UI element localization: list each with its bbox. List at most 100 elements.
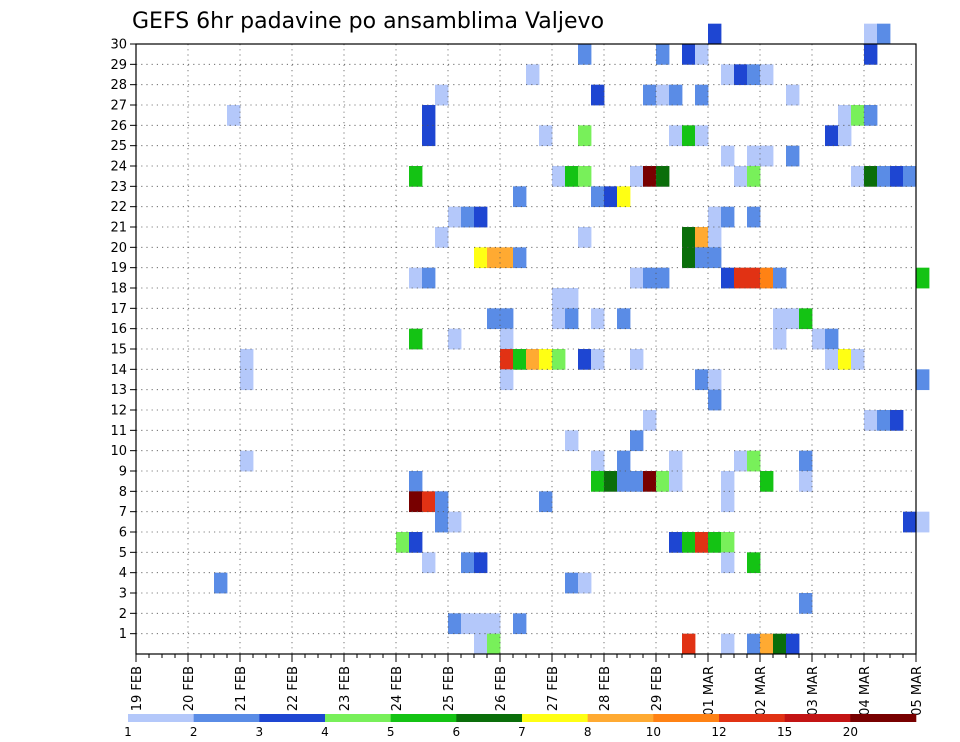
heatmap-cell [669,125,683,147]
y-tick-label: 29 [110,58,127,73]
heatmap-cell [643,267,657,289]
heatmap-cell [903,166,917,187]
x-tick-label: 05 MAR [910,666,925,716]
colorbar-swatch [587,714,654,722]
heatmap-cell [773,328,787,350]
heatmap-cell [448,328,462,350]
y-tick-label: 14 [110,363,127,378]
heatmap-cell [630,166,644,187]
heatmap-cell [448,511,462,533]
colorbar-tick-label: 2 [190,725,198,739]
y-tick-label: 4 [119,566,127,581]
heatmap-cell [721,633,735,655]
x-tick-label: 20 FEB [182,666,197,711]
grid-lines [136,44,916,654]
heatmap-cell [760,471,774,492]
heatmap-cell [526,349,540,370]
heatmap-cell [747,633,761,655]
heatmap-cell [812,328,826,350]
heatmap-cell [240,369,254,391]
heatmap-cell [708,389,722,411]
heatmap-cell [916,369,930,391]
x-tick-label: 21 FEB [234,666,249,711]
heatmap-cell [461,552,475,574]
heatmap-cell [838,125,852,147]
heatmap-cell [409,328,423,350]
y-tick-label: 8 [119,485,127,500]
heatmap-cell [825,349,839,370]
heatmap-cell [799,308,813,330]
heatmap-cell [721,206,735,228]
heatmap-cell [877,410,891,431]
heatmap-cell [591,450,605,472]
heatmap-cell [591,349,605,370]
heatmap-cell [474,633,488,655]
heatmap-cell [786,308,800,330]
heatmap-cell [500,308,514,330]
x-axis: 19 FEB 20 FEB 21 FEB 22 FEB 23 FEB 24 FEB 25 F… [130,654,925,716]
heatmap-cell [721,491,735,513]
heatmap-cell [656,166,670,187]
heatmap-cell [643,410,657,431]
heatmap-cell [487,633,501,655]
heatmap-cell [760,633,774,655]
heatmap-cell [838,105,852,126]
heatmap-cell [396,532,410,553]
heatmap-cell [773,633,787,655]
heatmap-cell [604,471,618,492]
heatmap-cell [799,450,813,472]
heatmap-cell [721,64,735,86]
colorbar-swatch [522,714,588,722]
heatmap-cell [799,593,813,614]
heatmap-cell [695,369,709,391]
colorbar-swatch [850,714,917,722]
heatmap-cell [695,532,709,553]
heatmap-cell [916,511,930,533]
heatmap-cell [500,349,514,370]
x-tick-label: 01 MAR [702,666,717,716]
y-tick-label: 26 [110,119,127,134]
heatmap-cell [760,267,774,289]
colorbar-swatch [325,714,391,722]
heatmap-cell [669,84,683,106]
heatmap-cell [669,532,683,553]
y-tick-label: 10 [110,444,127,459]
heatmap-cell [487,308,501,330]
heatmap-cell [565,288,579,309]
heatmap-cell [487,247,501,269]
heatmap-cell [643,471,657,492]
x-tick-label: 03 MAR [806,666,821,716]
heatmap-cell [630,267,644,289]
heatmap-cell [682,532,696,553]
heatmap-cell [708,532,722,553]
heatmap-cell [656,84,670,106]
heatmap-cell [682,247,696,269]
heatmap-cell [916,267,930,289]
heatmap-cell [747,552,761,574]
heatmap-cell [786,84,800,106]
y-tick-label: 5 [119,546,127,561]
colorbar-swatch [193,714,260,722]
heatmap-cell [864,105,878,126]
heatmap-cell [578,572,592,594]
heatmap-cell [682,633,696,655]
y-tick-label: 20 [110,241,127,256]
heatmap-cell [851,105,865,126]
heatmap-cell [734,450,748,472]
heatmap-cell [474,206,488,228]
heatmap-cell [591,186,605,208]
heatmap-cell [552,308,566,330]
heatmap-cell [747,166,761,187]
x-tick-label: 28 FEB [598,666,613,711]
heatmap-cell [630,349,644,370]
heatmap-cell [890,166,904,187]
heatmap-cell [409,267,423,289]
colorbar-swatch [128,714,194,722]
heatmap-cell [591,308,605,330]
heatmap-cell [552,349,566,370]
x-tick-label: 29 FEB [650,666,665,711]
heatmap-cell [240,450,254,472]
colorbar-swatch [653,714,720,722]
heatmap-cell [864,410,878,431]
